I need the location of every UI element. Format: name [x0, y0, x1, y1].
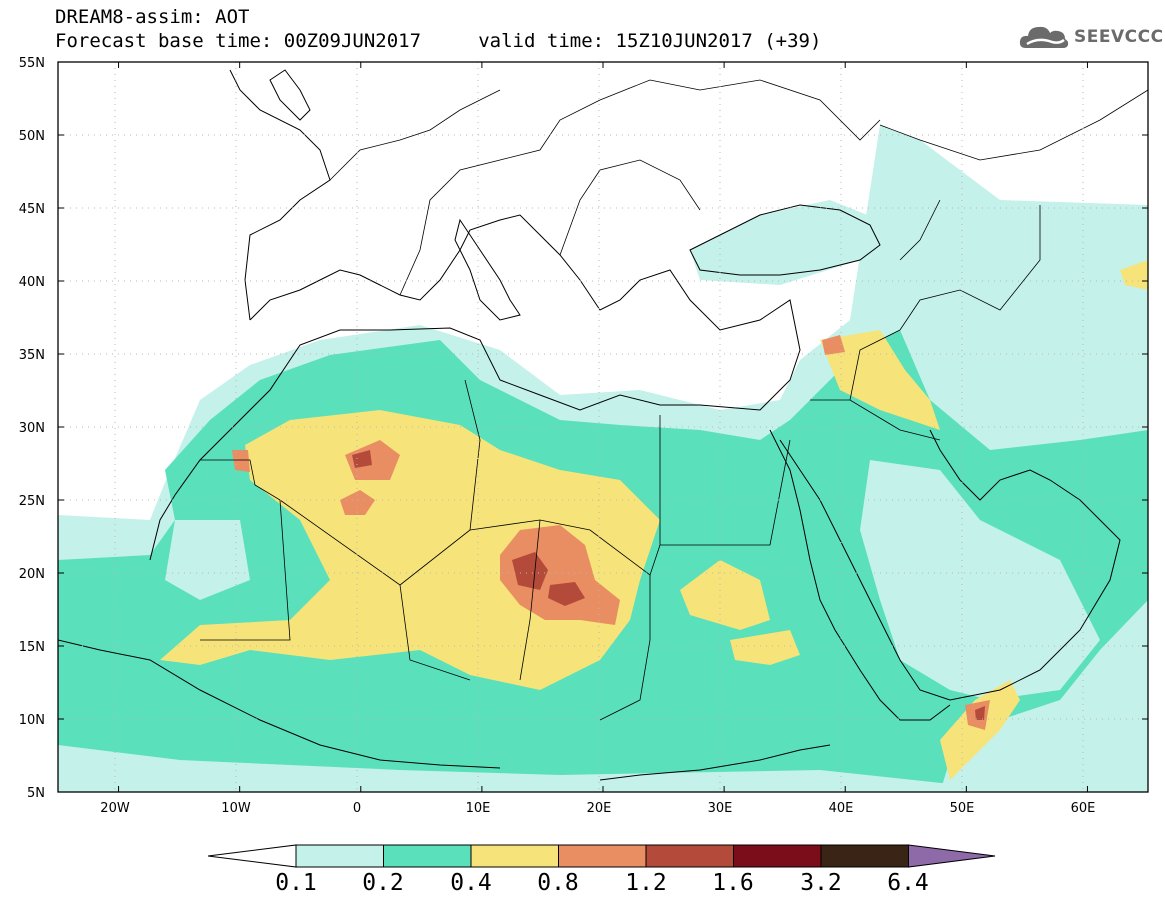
- forecast-time-line: Forecast base time: 00Z09JUN2017 valid t…: [55, 30, 822, 52]
- colorbar-high-arrow: [908, 844, 996, 868]
- lat-label: 50N: [19, 129, 45, 144]
- aot-level-0.1-blacksea: [690, 200, 880, 285]
- map-title: DREAM8-assim: AOT: [55, 6, 250, 28]
- colorbar: [207, 844, 996, 868]
- lat-labels: 55N 50N 45N 40N 35N 30N 25N 20N 15N 10N …: [19, 56, 45, 801]
- colorbar-label: 6.4: [887, 870, 929, 896]
- lon-label: 10E: [466, 801, 491, 816]
- colorbar-label: 0.4: [450, 870, 492, 896]
- colorbar-label: 0.8: [537, 870, 579, 896]
- lon-labels: 20W 10W 0 10E 20E 30E 40E 50E 60E: [100, 801, 1095, 816]
- lon-label: 50E: [950, 801, 975, 816]
- aot-level-1.2: [512, 552, 548, 590]
- seevccc-logo: SEEVCCC: [1018, 22, 1164, 52]
- lat-label: 30N: [19, 421, 45, 436]
- colorbar-label: 1.6: [712, 870, 754, 896]
- lat-label: 35N: [19, 348, 45, 363]
- colorbar-swatch: [470, 844, 559, 868]
- colorbar-swatch: [558, 844, 647, 868]
- lon-label: 60E: [1071, 801, 1096, 816]
- colorbar-swatch: [820, 844, 909, 868]
- lat-label: 25N: [19, 494, 45, 509]
- colorbar-label: 0.1: [275, 870, 317, 896]
- colorbar-swatch: [733, 844, 822, 868]
- lon-label: 20W: [100, 801, 130, 816]
- lat-label: 20N: [19, 567, 45, 582]
- colorbar-label: 0.2: [362, 870, 404, 896]
- colorbar-swatch: [383, 844, 472, 868]
- colorbar-swatch: [645, 844, 734, 868]
- colorbar-swatch: [295, 844, 384, 868]
- lon-label: 0: [353, 801, 361, 816]
- lat-label: 10N: [19, 713, 45, 728]
- colorbar-label: 3.2: [800, 870, 842, 896]
- lon-label: 10W: [221, 801, 251, 816]
- borders: [200, 79, 1148, 721]
- lon-label: 30E: [708, 801, 733, 816]
- lon-label: 20E: [587, 801, 612, 816]
- aot-level-0.8: [500, 525, 620, 625]
- logo-text: SEEVCCC: [1074, 27, 1164, 47]
- cloud-icon: [1019, 26, 1069, 48]
- colorbar-label: 1.2: [625, 870, 667, 896]
- coastlines: [58, 69, 1121, 781]
- colorbar-low-arrow: [207, 844, 297, 868]
- aot-level-0.4: [160, 410, 660, 690]
- lat-label: 5N: [27, 786, 45, 801]
- lat-label: 40N: [19, 275, 45, 290]
- lon-label: 40E: [829, 801, 854, 816]
- lat-label: 55N: [19, 56, 45, 71]
- lat-label: 45N: [19, 202, 45, 217]
- lat-label: 15N: [19, 640, 45, 655]
- axis-ticks: [58, 61, 1148, 793]
- aot-field: [58, 62, 1148, 792]
